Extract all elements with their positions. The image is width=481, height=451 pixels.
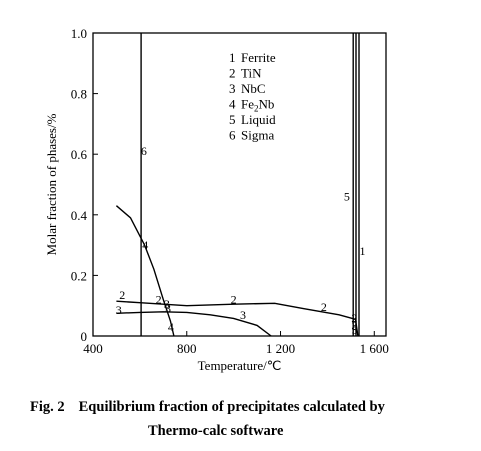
legend-entry-label: Ferrite [241,50,276,65]
y-tick-label: 1.0 [71,26,87,41]
series-fe-nb-line [115,205,175,337]
legend-entry-number: 1 [229,50,236,65]
curve-label: 5 [352,323,358,337]
legend-entry-number: 3 [229,81,236,96]
phase-fraction-chart: 400 800 1 200 1 600 0 0.2 0.4 0.6 0.8 1.0 Temperat… [44,26,389,373]
curve-label: 2 [351,311,357,325]
y-tick-label: 0 [81,329,88,344]
legend-entry-number: 6 [229,128,236,143]
series-nbc-line [116,311,272,337]
x-tick-label: 1 200 [266,341,295,356]
plot-frame [92,32,387,337]
y-tick-label: 0.4 [71,208,88,223]
x-tick-label: 400 [83,341,103,356]
figure-caption-line-2: Thermo-calc software [148,423,284,439]
curve-label: 3 [164,297,170,311]
figure-caption-text: Equilibrium fraction of precipitates cal… [78,399,385,415]
legend-entry-label: Fe2Nb [241,97,274,114]
curve-label: 1 [360,244,366,258]
curve-label: 3 [351,318,357,332]
figure-caption-line-1: Fig. 2 Equilibrium fraction of precipitat… [30,399,385,416]
figure-number: Fig. 2 [30,399,65,415]
x-tick-label: 1 600 [360,341,389,356]
legend-entry-number: 4 [229,97,236,112]
curve-label: 2 [156,293,162,307]
curve-label: 2 [231,293,237,307]
curve-label: 4 [142,238,148,252]
curve-label: 4 [168,320,174,334]
curve-label: 6 [141,144,147,158]
legend-entry-label: TiN [241,66,262,81]
curve-label: 3 [240,308,246,322]
curve-label: 3 [165,302,171,316]
curve-label: 2 [119,288,125,302]
y-tick-label: 0.8 [71,87,87,102]
legend-entry-label: Liquid [241,112,276,127]
legend-entry-label: NbC [241,81,266,96]
y-tick-label: 0.6 [71,147,88,162]
x-axis-title: Temperature/℃ [198,358,282,373]
y-tick-label: 0.2 [71,268,87,283]
series-tin-line [116,300,359,337]
x-tick-label: 800 [177,341,197,356]
legend: 1 Ferrite 2 TiN 3 NbC 4 Fe2Nb 5 Liquid 6 Sigma [229,50,276,143]
y-axis-title: Molar fraction of phases/% [44,113,59,255]
legend-entry-number: 2 [229,66,236,81]
curve-label: 3 [116,303,122,317]
curve-label: 2 [321,300,327,314]
legend-entry-label: Sigma [241,128,274,143]
curve-label: 5 [344,190,350,204]
legend-entry-number: 5 [229,112,236,127]
